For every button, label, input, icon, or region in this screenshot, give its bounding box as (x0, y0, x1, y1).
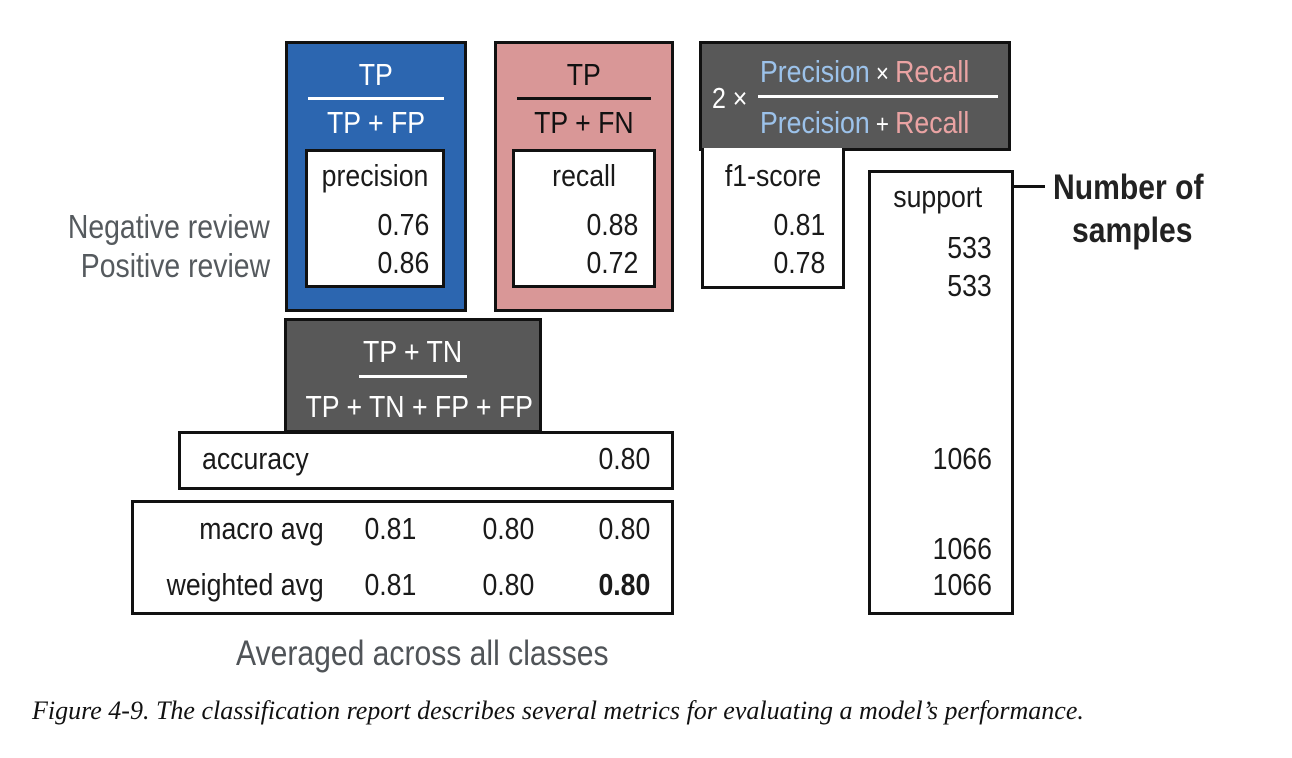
negative-review-label: Negative review (68, 208, 270, 245)
f1-negative-value: 0.81 (773, 207, 825, 242)
accuracy-label: accuracy (202, 441, 309, 476)
support-note-line1: Number of (1053, 168, 1204, 207)
support-weighted-value: 1066 (932, 567, 992, 602)
recall-formula-denominator: TP + FN (534, 105, 634, 140)
macro-avg-label: macro avg (199, 511, 324, 546)
recall-negative-value: 0.88 (586, 207, 638, 242)
weighted-avg-label: weighted avg (166, 567, 324, 602)
accuracy-formula-panel: TP + TN TP + TN + FP + FP (284, 318, 542, 433)
averages-note: Averaged across all classes (236, 634, 609, 673)
precision-negative-value: 0.76 (377, 207, 429, 242)
support-header: support (893, 179, 983, 214)
recall-positive-value: 0.72 (586, 245, 638, 280)
f1-positive-value: 0.78 (773, 245, 825, 280)
precision-positive-value: 0.86 (377, 245, 429, 280)
weighted-avg-f1: 0.80 (598, 567, 650, 602)
precision-header: precision (321, 158, 429, 193)
macro-avg-f1: 0.80 (598, 511, 650, 546)
accuracy-value: 0.80 (598, 441, 650, 476)
macro-avg-recall: 0.80 (482, 511, 534, 546)
positive-review-label: Positive review (80, 247, 270, 284)
f1-formula-denominator: Precision + Recall (760, 105, 970, 140)
support-macro-value: 1066 (932, 531, 992, 566)
support-positive-value: 533 (947, 268, 992, 303)
recall-fraction-line (517, 97, 651, 100)
weighted-avg-precision: 0.81 (364, 567, 416, 602)
averages-box (131, 500, 674, 615)
accuracy-formula-numerator: TP + TN (363, 334, 463, 369)
recall-header: recall (552, 158, 616, 193)
recall-formula-numerator: TP (566, 57, 602, 92)
precision-fraction-line (308, 97, 444, 100)
precision-formula-numerator: TP (358, 57, 394, 92)
f1-formula-numerator: Precision × Recall (760, 54, 970, 89)
support-negative-value: 533 (947, 230, 992, 265)
support-note-line2: samples (1072, 211, 1193, 250)
f1-formula-panel: 2 × Precision × Recall Precision + Recal… (699, 41, 1011, 151)
f1-header: f1-score (724, 158, 822, 193)
precision-column-box (305, 149, 445, 288)
accuracy-formula-denominator: TP + TN + FP + FP (305, 389, 533, 424)
support-column-box (868, 170, 1014, 615)
weighted-avg-recall: 0.80 (482, 567, 534, 602)
recall-column-box (512, 149, 656, 288)
f1-column-box (701, 148, 845, 289)
accuracy-fraction-line (359, 375, 467, 378)
precision-formula-denominator: TP + FP (326, 105, 426, 140)
support-accuracy-value: 1066 (932, 441, 992, 476)
f1-fraction-line (758, 95, 998, 98)
support-connector-line (1012, 185, 1045, 188)
f1-factor: 2 × (712, 83, 748, 115)
figure-caption: Figure 4-9. The classification report de… (32, 696, 1084, 725)
macro-avg-precision: 0.81 (364, 511, 416, 546)
accuracy-row-box (178, 431, 674, 490)
